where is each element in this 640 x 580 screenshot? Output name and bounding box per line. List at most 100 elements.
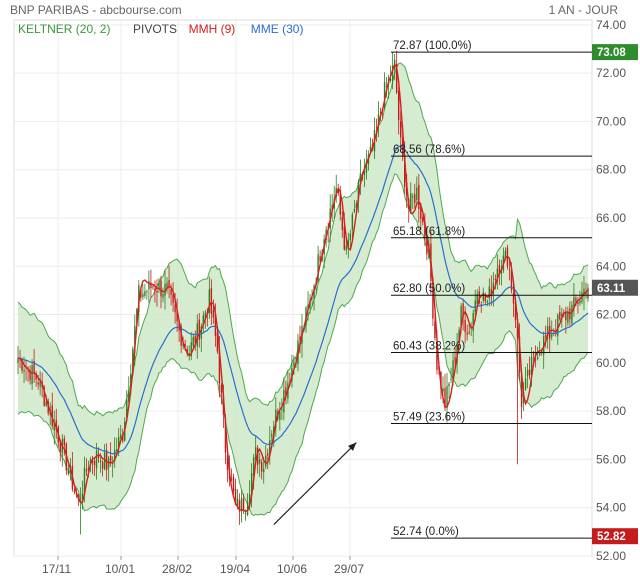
- candle-body: [482, 292, 484, 301]
- candle-body: [561, 313, 563, 317]
- candle-body: [389, 78, 392, 81]
- candle-body: [111, 462, 114, 465]
- candle-body: [575, 298, 577, 302]
- y-tick-label: 72.00: [596, 66, 626, 80]
- candle-body: [186, 348, 188, 354]
- candle-body: [39, 379, 41, 387]
- candle-body: [412, 196, 414, 198]
- candle-body: [142, 293, 144, 298]
- candle-body: [391, 65, 394, 82]
- candle-body: [351, 214, 354, 230]
- candle-body: [246, 502, 249, 515]
- candle-body: [490, 289, 493, 297]
- candle-body: [140, 289, 142, 298]
- candle-body: [103, 452, 106, 470]
- candle-body: [23, 370, 25, 372]
- candle-body: [458, 329, 460, 343]
- candle-body: [512, 293, 515, 304]
- candle-body: [404, 155, 406, 187]
- candle-body: [365, 161, 368, 173]
- candle-body: [551, 334, 553, 337]
- candle-body: [21, 359, 23, 371]
- candle-body: [514, 302, 517, 321]
- candle-body: [148, 280, 150, 290]
- candle-body: [170, 289, 172, 295]
- candle-body: [547, 326, 549, 336]
- candle-body: [345, 245, 348, 251]
- candle-body: [385, 85, 388, 87]
- candle-body: [144, 291, 146, 296]
- candle-body: [285, 387, 287, 396]
- y-tick-label: 58.00: [596, 404, 626, 418]
- legend-item: MME (30): [251, 22, 304, 36]
- candle-body: [45, 401, 47, 406]
- candle-body: [250, 473, 253, 495]
- candle-body: [395, 63, 398, 93]
- candle-body: [571, 304, 573, 324]
- candle-body: [538, 352, 541, 355]
- candle-body: [545, 334, 547, 337]
- candle-body: [240, 497, 243, 512]
- candle-body: [93, 460, 96, 466]
- candle-body: [174, 304, 176, 313]
- period-selector[interactable]: 1 AN - JOUR: [548, 3, 618, 17]
- candle-body: [79, 499, 82, 501]
- candle-body: [355, 203, 358, 209]
- candle-body: [81, 493, 84, 500]
- candle-body: [160, 280, 162, 297]
- x-tick-label: 10/06: [277, 562, 307, 576]
- candle-body: [158, 282, 160, 290]
- candle-body: [267, 453, 269, 456]
- candle-body: [178, 320, 180, 331]
- candle-body: [532, 353, 535, 355]
- candle-body: [130, 373, 132, 389]
- y-tick-label: 62.00: [596, 308, 626, 322]
- candle-body: [238, 500, 241, 512]
- candle-body: [146, 291, 148, 293]
- candle-body: [450, 379, 452, 381]
- candle-body: [446, 385, 448, 409]
- candle-body: [128, 390, 130, 402]
- candle-body: [426, 234, 428, 255]
- candle-body: [184, 344, 186, 347]
- candle-body: [263, 469, 265, 473]
- candle-body: [172, 294, 174, 304]
- candle-body: [242, 498, 245, 512]
- pivot-label: 60.43 (38.2%): [393, 340, 465, 352]
- candle-body: [95, 450, 98, 469]
- keltner-band: [18, 62, 588, 516]
- price-badge-label: 73.08: [597, 47, 626, 59]
- price-badge-low: [592, 528, 638, 545]
- candle-body: [83, 467, 86, 495]
- candle-body: [478, 291, 480, 304]
- candle-body: [414, 194, 416, 204]
- candle-body: [115, 449, 118, 451]
- candle-body: [577, 302, 579, 305]
- x-tick-label: 17/11: [42, 562, 71, 576]
- price-badge-label: 63.11: [597, 283, 626, 295]
- candle-body: [434, 321, 436, 339]
- candle-body: [29, 370, 31, 381]
- candle-body: [375, 127, 378, 129]
- candle-body: [410, 193, 412, 212]
- y-tick-label: 54.00: [596, 501, 626, 515]
- candle-body: [492, 282, 495, 295]
- candle-body: [279, 411, 281, 420]
- candle-body: [480, 304, 482, 306]
- candle-body: [226, 455, 229, 470]
- candle-body: [188, 353, 190, 355]
- candle-body: [91, 460, 94, 463]
- candle-body: [585, 291, 587, 295]
- y-tick-label: 56.00: [596, 452, 626, 466]
- pivot-label: 68.56 (78.6%): [393, 144, 465, 156]
- y-tick-label: 66.00: [596, 211, 626, 225]
- candle-body: [113, 449, 116, 462]
- candle-body: [520, 376, 523, 408]
- y-tick-label: 70.00: [596, 114, 626, 128]
- candle-body: [37, 382, 39, 385]
- candle-body: [87, 467, 90, 471]
- candle-body: [168, 279, 170, 288]
- candle-body: [224, 418, 227, 453]
- x-tick-label: 10/01: [105, 562, 135, 576]
